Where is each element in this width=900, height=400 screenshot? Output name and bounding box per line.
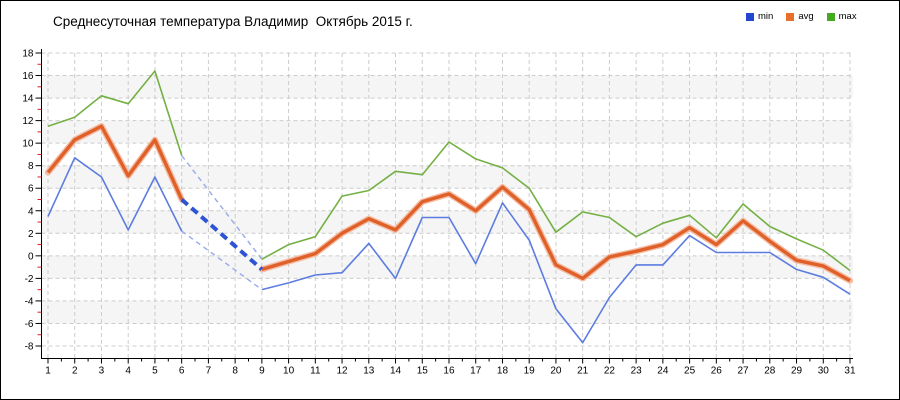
svg-text:3: 3 [99,366,105,377]
min-series-swatch-icon [746,12,754,21]
svg-text:28: 28 [764,366,776,377]
svg-text:2: 2 [72,366,78,377]
svg-text:16: 16 [22,71,34,82]
svg-text:10: 10 [22,139,34,150]
svg-text:25: 25 [684,366,696,377]
svg-text:1: 1 [45,366,51,377]
svg-text:24: 24 [657,366,669,377]
svg-text:12: 12 [337,366,349,377]
svg-text:19: 19 [524,366,536,377]
svg-text:17: 17 [470,366,482,377]
legend-item-avg: avg [786,11,814,22]
svg-text:9: 9 [259,366,265,377]
svg-text:26: 26 [711,366,723,377]
svg-text:11: 11 [310,366,321,377]
svg-text:13: 13 [363,366,375,377]
svg-text:16: 16 [443,366,455,377]
legend-item-min: min [746,11,773,22]
max-series-swatch-icon [826,12,835,21]
svg-text:29: 29 [791,366,803,377]
svg-text:20: 20 [550,366,562,377]
svg-text:-2: -2 [25,274,34,285]
svg-text:-8: -8 [25,341,34,352]
svg-text:31: 31 [844,366,856,377]
legend-label-avg: avg [798,11,814,22]
svg-text:7: 7 [206,366,212,377]
avg-series-swatch-icon [786,12,795,21]
svg-text:14: 14 [22,94,34,105]
svg-text:2: 2 [28,229,34,240]
svg-text:10: 10 [283,366,295,377]
svg-text:4: 4 [125,366,131,377]
svg-text:18: 18 [497,366,509,377]
svg-text:15: 15 [417,366,429,377]
svg-text:23: 23 [631,366,643,377]
svg-text:4: 4 [28,206,34,217]
legend-label-min: min [758,11,774,22]
chart-legend: min avg max [746,11,857,22]
svg-text:5: 5 [152,366,158,377]
legend-label-max: max [838,11,857,22]
svg-text:30: 30 [818,366,830,377]
svg-text:-4: -4 [25,296,34,307]
svg-text:14: 14 [390,366,402,377]
svg-text:21: 21 [577,366,589,377]
chart-title: Среднесуточная температура Владимир Октя… [53,14,413,29]
svg-text:0: 0 [28,251,34,262]
svg-text:8: 8 [232,366,238,377]
svg-text:18: 18 [22,49,34,60]
legend-item-max: max [826,11,857,22]
svg-text:8: 8 [28,161,34,172]
svg-text:6: 6 [179,366,185,377]
svg-text:22: 22 [604,366,616,377]
svg-text:6: 6 [28,184,34,195]
svg-text:-6: -6 [25,319,34,330]
svg-text:27: 27 [737,366,749,377]
svg-text:12: 12 [22,116,34,127]
